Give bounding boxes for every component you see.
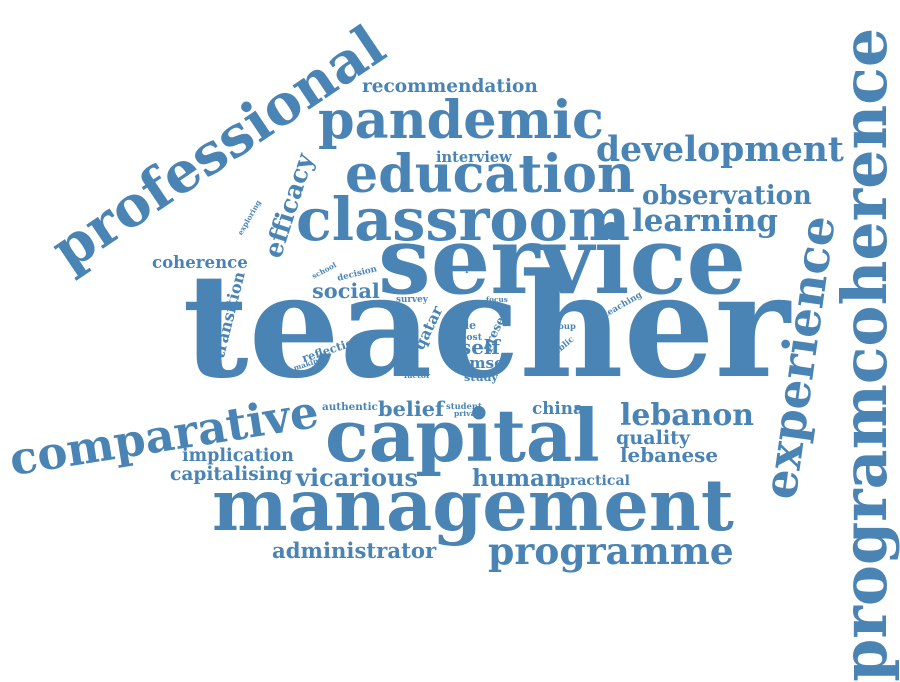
word-capitalising: capitalising <box>170 463 293 485</box>
word-belief: belief <box>378 395 445 421</box>
word-group: group <box>548 321 576 331</box>
word-exploring: exploring <box>235 198 263 237</box>
word-student: student <box>446 401 482 411</box>
word-vicarious: vicarious <box>296 463 418 492</box>
word-education: education <box>345 144 635 205</box>
word-development: development <box>596 129 844 170</box>
word-post: post <box>460 331 482 343</box>
word-factor: factor <box>404 371 431 380</box>
word-study: study <box>464 369 498 384</box>
word-authentic: authentic <box>322 401 378 413</box>
word-learning: learning <box>632 202 778 239</box>
word-recommendation: recommendation <box>362 75 538 97</box>
word-human: human <box>472 464 562 492</box>
word-quality: quality <box>616 425 691 449</box>
word-sample: sample <box>446 263 480 274</box>
word-role: role <box>452 318 477 332</box>
word-china: china <box>532 397 584 418</box>
word-implication: implication <box>182 446 294 466</box>
word-pandemic: pandemic <box>318 90 604 151</box>
word-teacher: teacher <box>182 241 790 410</box>
word-social: social <box>312 277 380 303</box>
word-lebanese: lebanese <box>620 443 718 467</box>
word-coherence: coherence <box>152 251 248 272</box>
word-programme: programme <box>488 529 734 573</box>
word-capital: capital <box>325 394 600 478</box>
word-classroom: classroom <box>296 184 631 254</box>
word-cmse: cmse <box>460 353 504 372</box>
word-focus: focus <box>486 294 508 304</box>
word-management: management <box>212 463 734 547</box>
word-observation: observation <box>642 181 812 211</box>
word-self: self <box>460 335 500 359</box>
word-lebanon: lebanon <box>620 398 755 433</box>
word-private: private <box>454 409 484 418</box>
word-administrator: administrator <box>272 537 437 563</box>
word-service: service <box>378 206 747 316</box>
word-interview: interview <box>436 148 512 166</box>
word-programcoherence: programcoherence <box>828 27 900 682</box>
word-survey: survey <box>396 294 428 305</box>
word-practical: practical <box>560 473 630 489</box>
